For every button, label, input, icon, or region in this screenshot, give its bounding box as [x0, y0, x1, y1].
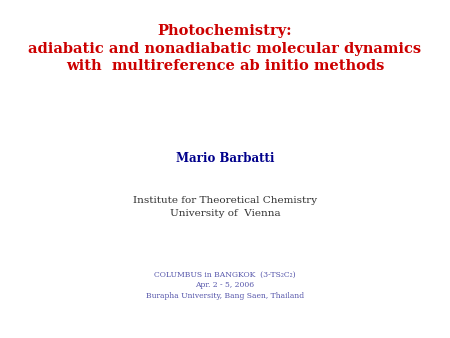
Text: COLUMBUS in BANGKOK  (3-TS₂C₂)
Apr. 2 - 5, 2006
Burapha University, Bang Saen, T: COLUMBUS in BANGKOK (3-TS₂C₂) Apr. 2 - 5… — [146, 270, 304, 300]
Text: Institute for Theoretical Chemistry
University of  Vienna: Institute for Theoretical Chemistry Univ… — [133, 196, 317, 218]
Text: Mario Barbatti: Mario Barbatti — [176, 152, 274, 165]
Text: Photochemistry:
adiabatic and nonadiabatic molecular dynamics
with  multireferen: Photochemistry: adiabatic and nonadiabat… — [28, 24, 422, 73]
